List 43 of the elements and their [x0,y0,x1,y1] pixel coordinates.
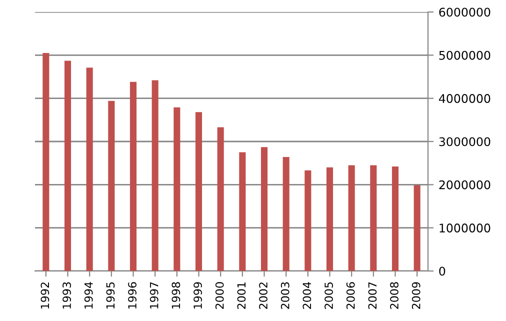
y-tick-label: 5000000 [439,50,490,60]
bar [64,60,72,271]
bar [217,127,224,271]
bar [414,185,420,271]
bar [108,100,115,271]
bar [130,82,137,271]
x-tick-label: 1994 [84,282,93,308]
x-tick-label: 1996 [128,282,136,308]
bar [282,157,290,271]
bar [392,166,399,271]
x-tick-label: 1993 [62,282,71,308]
x-tick-label: 2009 [412,282,420,309]
bar [152,80,158,271]
y-tick-label: 0 [439,266,446,276]
x-tick-label: 2002 [259,282,268,309]
y-tick-label: 6000000 [439,8,490,17]
y-tick-label: 3000000 [439,137,490,146]
x-tick-label: 2000 [215,282,224,309]
y-tick-label: 2000000 [439,180,490,190]
y-tick-label: 1000000 [440,224,490,232]
bar [260,147,268,271]
x-tick-label: 2005 [324,282,333,309]
x-tick-label: 2004 [302,282,312,309]
bar [326,167,334,271]
x-tick-label: 1998 [172,282,180,308]
x-tick-label: 2003 [280,282,290,309]
bar [304,170,312,271]
x-tick-label: 1992 [40,282,50,308]
y-tick-label: 4000000 [438,94,490,103]
bar [370,165,377,271]
bar [239,152,246,271]
x-tick-label: 2007 [368,282,377,309]
x-tick-label: 2001 [237,282,246,309]
x-tick-label: 2008 [390,282,398,309]
bar [42,53,50,271]
bar [348,165,355,271]
x-tick-label: 1999 [194,282,202,308]
bar [195,112,202,271]
x-tick-label: 1995 [106,282,115,308]
bar [86,68,93,271]
x-tick-label: 1997 [150,282,158,308]
bar [174,107,180,271]
x-tick-label: 2006 [346,282,355,309]
